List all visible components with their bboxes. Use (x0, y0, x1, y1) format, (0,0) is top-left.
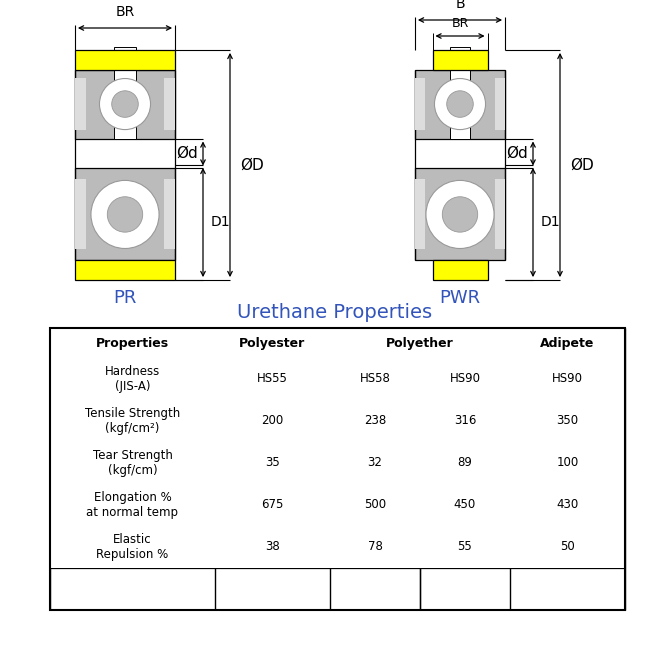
Text: 78: 78 (368, 541, 383, 553)
Text: ØD: ØD (240, 157, 264, 172)
Text: D1: D1 (541, 216, 561, 230)
Text: Urethane Properties: Urethane Properties (237, 302, 433, 322)
Text: 350: 350 (557, 415, 579, 427)
Text: Elongation %
at normal temp: Elongation % at normal temp (86, 491, 178, 519)
Bar (415, 78, 425, 130)
Text: BR: BR (115, 5, 135, 19)
Circle shape (426, 180, 494, 249)
Text: D1: D1 (211, 216, 230, 230)
Bar (164, 78, 175, 130)
Bar (75, 70, 175, 139)
Text: PWR: PWR (440, 289, 480, 307)
Text: 200: 200 (261, 415, 283, 427)
Bar (433, 50, 488, 70)
Text: 238: 238 (364, 415, 386, 427)
Text: Polyester: Polyester (239, 336, 306, 350)
Text: HS58: HS58 (360, 373, 391, 385)
Bar (433, 261, 488, 280)
Text: HS90: HS90 (552, 373, 583, 385)
Text: 450: 450 (454, 498, 476, 511)
Bar (75, 78, 86, 130)
Circle shape (99, 78, 151, 129)
Text: Polyether: Polyether (386, 336, 454, 350)
Text: 32: 32 (368, 456, 383, 470)
Text: 500: 500 (364, 498, 386, 511)
Text: Tensile Strength
(kgf/cm²): Tensile Strength (kgf/cm²) (85, 407, 180, 435)
Text: Ød: Ød (506, 146, 528, 161)
Text: Tear Strength
(kgf/cm): Tear Strength (kgf/cm) (92, 449, 172, 477)
Text: 316: 316 (454, 415, 476, 427)
Text: Elastic
Repulsion %: Elastic Repulsion % (96, 533, 169, 561)
Text: 55: 55 (458, 541, 472, 553)
Circle shape (112, 90, 138, 117)
Text: BR: BR (452, 17, 469, 30)
Text: 38: 38 (265, 541, 280, 553)
Bar (75, 261, 175, 280)
Bar (164, 180, 175, 249)
Bar (450, 46, 470, 139)
Text: Hardness
(JIS-A): Hardness (JIS-A) (105, 365, 160, 393)
Bar (415, 70, 505, 139)
Text: PR: PR (113, 289, 137, 307)
Text: 50: 50 (560, 541, 575, 553)
Bar (75, 180, 86, 249)
Text: Ød: Ød (176, 146, 198, 161)
Bar (75, 168, 175, 261)
Circle shape (442, 197, 478, 232)
Circle shape (447, 90, 473, 117)
Text: Properties: Properties (96, 336, 169, 350)
Bar (495, 180, 505, 249)
Text: B: B (455, 0, 465, 11)
Text: HS55: HS55 (257, 373, 288, 385)
Text: 430: 430 (556, 498, 579, 511)
Bar (415, 180, 425, 249)
Text: 100: 100 (556, 456, 579, 470)
Text: 675: 675 (261, 498, 283, 511)
Text: Adipete: Adipete (540, 336, 595, 350)
Circle shape (434, 78, 486, 129)
Bar (50, 328, 625, 610)
Bar (495, 78, 505, 130)
Text: HS90: HS90 (450, 373, 480, 385)
Bar (75, 50, 175, 70)
Circle shape (91, 180, 159, 249)
Text: 89: 89 (458, 456, 472, 470)
Text: 35: 35 (265, 456, 280, 470)
Bar (114, 46, 136, 139)
Circle shape (107, 197, 143, 232)
Bar (50, 328, 625, 568)
Bar (415, 168, 505, 261)
Text: ØD: ØD (570, 157, 594, 172)
